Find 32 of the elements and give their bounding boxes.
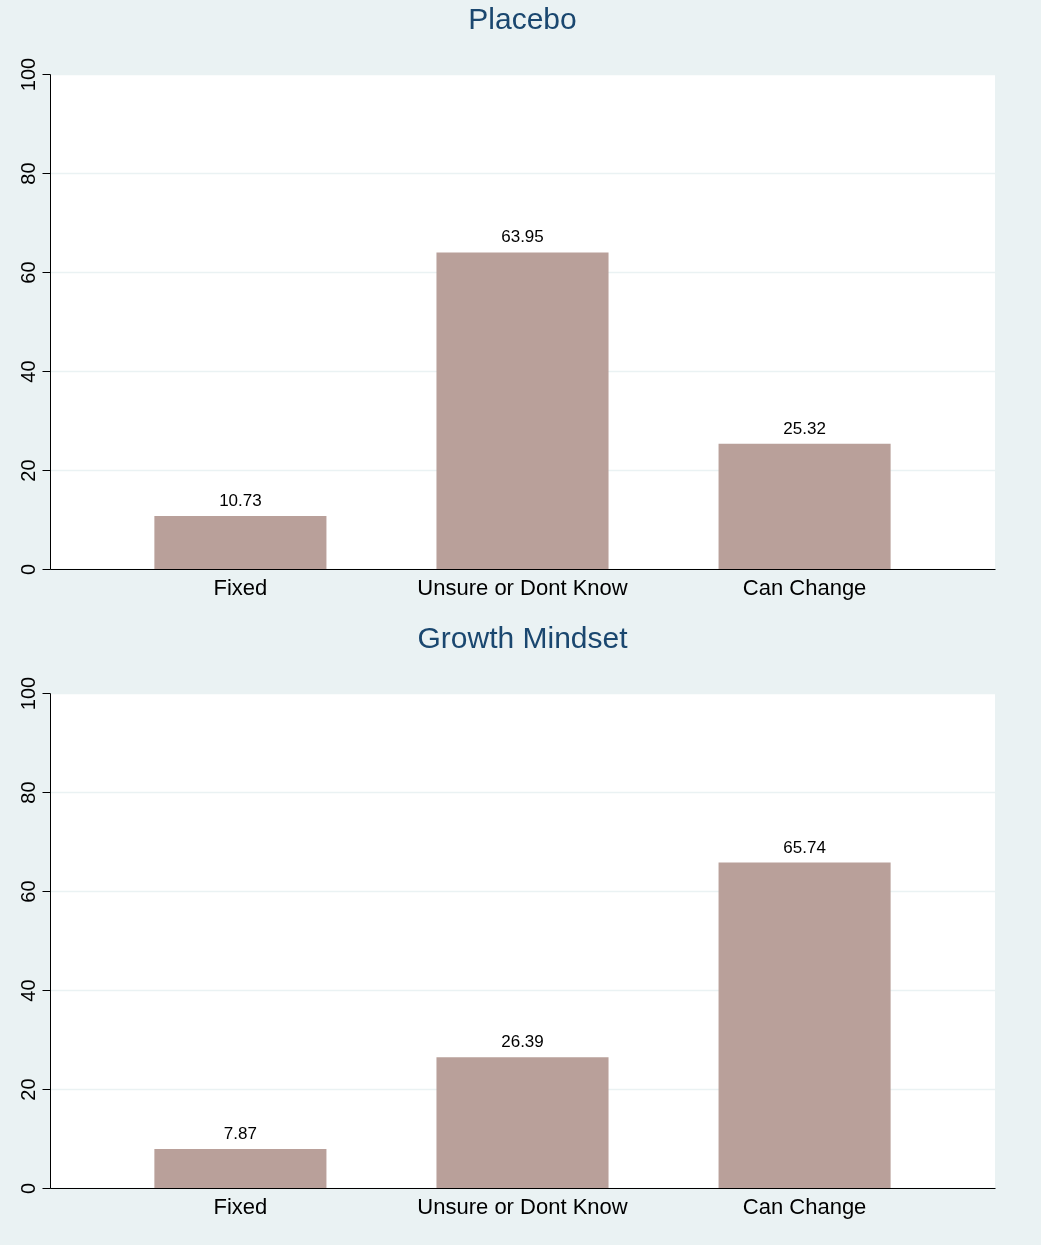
y-tick-label: 20 <box>16 459 39 482</box>
data-label: 7.87 <box>223 1124 257 1144</box>
data-label: 26.39 <box>501 1032 544 1052</box>
bar <box>154 1149 327 1188</box>
x-tick-label: Can Change <box>742 574 867 600</box>
data-label: 10.73 <box>219 490 262 510</box>
y-tick-label: 20 <box>16 1078 39 1101</box>
y-tick-label: 40 <box>16 979 39 1002</box>
bar <box>436 1057 609 1188</box>
x-tick-label: Can Change <box>742 1193 867 1219</box>
y-tick-label: 80 <box>16 162 39 185</box>
x-tick-label: Unsure or Dont Know <box>417 574 628 600</box>
bar <box>718 443 891 569</box>
data-label: 65.74 <box>783 837 826 857</box>
y-tick-label: 0 <box>16 563 39 576</box>
bar <box>154 515 327 569</box>
y-tick-label: 60 <box>16 261 39 284</box>
y-tick-label: 40 <box>16 360 39 383</box>
bar <box>436 252 609 569</box>
chart-title: Placebo <box>468 2 577 36</box>
x-tick-label: Fixed <box>213 574 268 600</box>
x-tick-label: Unsure or Dont Know <box>417 1193 628 1219</box>
y-tick-label: 100 <box>16 57 39 92</box>
y-tick-label: 80 <box>16 781 39 804</box>
y-tick-label: 0 <box>16 1182 39 1195</box>
y-tick-label: 60 <box>16 880 39 903</box>
x-tick-label: Fixed <box>213 1193 268 1219</box>
data-label: 25.32 <box>783 418 826 438</box>
y-tick-label: 100 <box>16 676 39 711</box>
bar <box>718 862 891 1188</box>
data-label: 63.95 <box>501 227 544 247</box>
chart-title: Growth Mindset <box>417 621 629 655</box>
